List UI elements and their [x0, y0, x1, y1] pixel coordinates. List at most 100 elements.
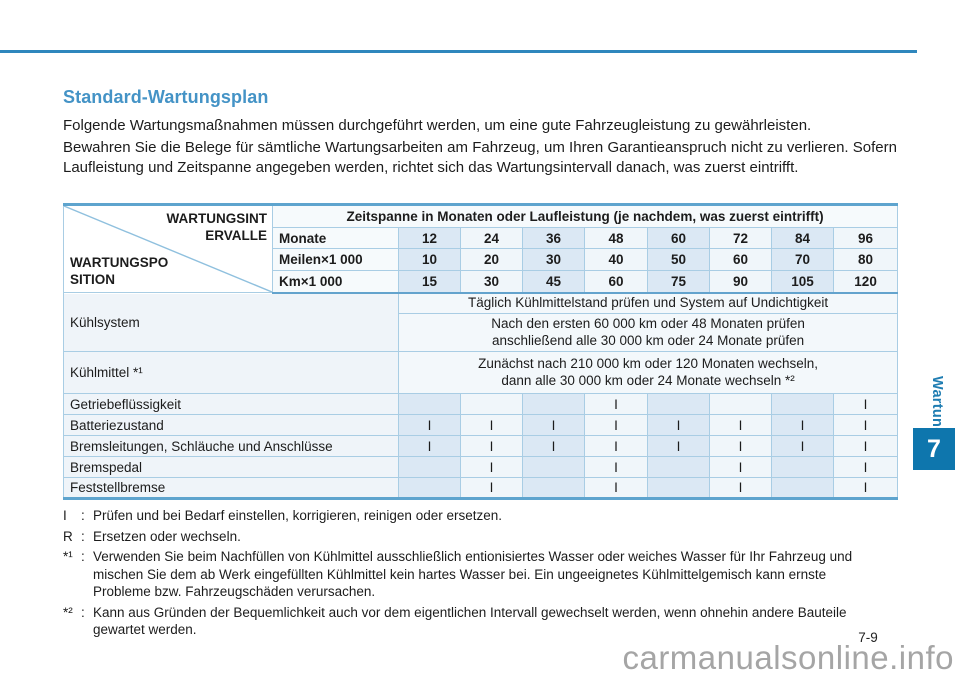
- item-label: Batteriezustand: [63, 414, 399, 436]
- footnote-i: I : Prüfen und bei Bedarf einstellen, ko…: [63, 507, 885, 525]
- interval-value: 45: [522, 270, 585, 294]
- maintenance-schedule-table: WARTUNGSINT ERVALLE WARTUNGSPO SITION Ze…: [63, 203, 899, 500]
- service-mark: I: [584, 414, 648, 436]
- interval-value: 20: [460, 248, 523, 271]
- service-mark: [522, 456, 585, 478]
- service-mark: [398, 456, 461, 478]
- interval-value: 36: [522, 227, 585, 249]
- footnote-colon: :: [81, 508, 85, 523]
- footnote-colon: :: [81, 549, 85, 564]
- service-mark: [398, 477, 461, 499]
- service-mark: [647, 477, 710, 499]
- service-mark: I: [647, 435, 710, 457]
- interval-value: 84: [771, 227, 834, 249]
- table-row-kuehlmittel: Kühlmittel *¹ Zunächst nach 210 000 km o…: [63, 351, 899, 394]
- service-mark: I: [584, 393, 648, 415]
- unit-label: Meilen×1 000: [272, 248, 399, 271]
- page-number: 7-9: [858, 630, 878, 645]
- interval-value: 60: [584, 270, 648, 294]
- item-label: Kühlsystem: [63, 292, 399, 352]
- footnote-text: Prüfen und bei Bedarf einstellen, korrig…: [93, 508, 502, 523]
- table-row: Getriebeflüssigkeit I I: [63, 393, 899, 415]
- interval-value: 80: [832, 248, 899, 271]
- top-divider-rule: [0, 50, 917, 53]
- interval-value: 10: [398, 248, 461, 271]
- chapter-tab-number: 7: [913, 428, 955, 470]
- service-mark: [398, 393, 461, 415]
- service-mark: I: [709, 414, 772, 436]
- item-label: Bremspedal: [63, 456, 399, 478]
- table-row: Bremspedal I I I I: [63, 456, 899, 478]
- interval-value: 30: [460, 270, 523, 294]
- interval-value: 24: [460, 227, 523, 249]
- service-mark: I: [460, 414, 523, 436]
- service-mark: [771, 456, 834, 478]
- service-mark: [709, 393, 772, 415]
- item-note: Zunächst nach 210 000 km oder 120 Monate…: [397, 351, 899, 394]
- service-mark: I: [771, 435, 834, 457]
- service-mark: I: [584, 477, 648, 499]
- footnote-text: Verwenden Sie beim Nachfüllen von Kühlmi…: [93, 549, 853, 599]
- footnote-colon: :: [81, 528, 85, 544]
- service-mark: I: [771, 414, 834, 436]
- table-row: Feststellbremse I I I I: [63, 477, 899, 499]
- service-mark: I: [460, 435, 523, 457]
- footnote-text: Kann aus Gründen der Bequemlichkeit auch…: [93, 604, 847, 638]
- table-row-meilen: Meilen×1 000 10 20 30 40 50 60 70 80: [64, 248, 899, 271]
- interval-value: 60: [709, 248, 772, 271]
- footnote-r: R : Ersetzen oder wechseln.: [63, 528, 885, 546]
- footnote-2: *² : Kann aus Gründen der Bequemlichkeit…: [63, 604, 885, 639]
- footnote-1: *¹ : Verwenden Sie beim Nachfüllen von K…: [63, 548, 885, 601]
- interval-value: 48: [584, 227, 648, 249]
- footnote-text: Ersetzen oder wechseln.: [93, 528, 241, 544]
- service-mark: I: [832, 393, 899, 415]
- item-label: Getriebeflüssigkeit: [63, 393, 399, 415]
- service-mark: I: [398, 435, 461, 457]
- table-row-km: Km×1 000 15 30 45 60 75 90 105 120: [64, 270, 899, 294]
- service-mark: I: [709, 435, 772, 457]
- service-mark: [522, 393, 585, 415]
- footnote-symbol: R: [63, 528, 73, 544]
- service-mark: I: [832, 435, 899, 457]
- table-row: WARTUNGSINT ERVALLE WARTUNGSPO SITION Ze…: [63, 204, 899, 293]
- footnote-symbol: *²: [63, 604, 73, 620]
- service-mark: I: [832, 456, 899, 478]
- table-row-kuehlsystem: Kühlsystem Täglich Kühlmittelstand prüfe…: [63, 292, 899, 352]
- footnotes: I : Prüfen und bei Bedarf einstellen, ko…: [63, 507, 885, 642]
- corner-cell: WARTUNGSINT ERVALLE WARTUNGSPO SITION: [63, 204, 273, 293]
- service-mark: I: [460, 456, 523, 478]
- item-note: Täglich Kühlmittelstand prüfen und Syste…: [397, 292, 899, 314]
- table-row: Nach den ersten 60 000 km oder 48 Monate…: [64, 313, 899, 352]
- diagonal-line: [64, 206, 272, 292]
- interval-value: 75: [647, 270, 710, 294]
- footnote-colon: :: [81, 604, 85, 620]
- table-row-monate: Monate 12 24 36 48 60 72 84 96: [64, 227, 899, 249]
- interval-value: 50: [647, 248, 710, 271]
- service-mark: I: [522, 435, 585, 457]
- interval-value: 15: [398, 270, 461, 294]
- interval-value: 40: [584, 248, 648, 271]
- interval-value: 120: [832, 270, 899, 294]
- footnote-symbol: *¹: [63, 549, 73, 564]
- service-mark: I: [522, 414, 585, 436]
- corner-label-intervals: WARTUNGSINT ERVALLE: [166, 211, 268, 243]
- table-row: Batteriezustand I I I I I I I I: [63, 414, 899, 436]
- service-mark: I: [709, 477, 772, 499]
- item-note: Nach den ersten 60 000 km oder 48 Monate…: [397, 313, 899, 352]
- item-label: Bremsleitungen, Schläuche und Anschlüsse: [63, 435, 399, 457]
- service-mark: I: [584, 456, 648, 478]
- service-mark: I: [460, 477, 523, 499]
- service-mark: I: [709, 456, 772, 478]
- interval-value: 90: [709, 270, 772, 294]
- footnote-symbol: I: [63, 508, 67, 523]
- interval-value: 12: [398, 227, 461, 249]
- intro-paragraph-2: Bewahren Sie die Belege für sämtliche Wa…: [63, 139, 897, 176]
- service-mark: [647, 456, 710, 478]
- unit-label: Monate: [272, 227, 399, 249]
- interval-value: 30: [522, 248, 585, 271]
- interval-value: 60: [647, 227, 710, 249]
- service-mark: I: [647, 414, 710, 436]
- corner-label-position: WARTUNGSPO SITION: [70, 255, 169, 287]
- service-mark: [771, 393, 834, 415]
